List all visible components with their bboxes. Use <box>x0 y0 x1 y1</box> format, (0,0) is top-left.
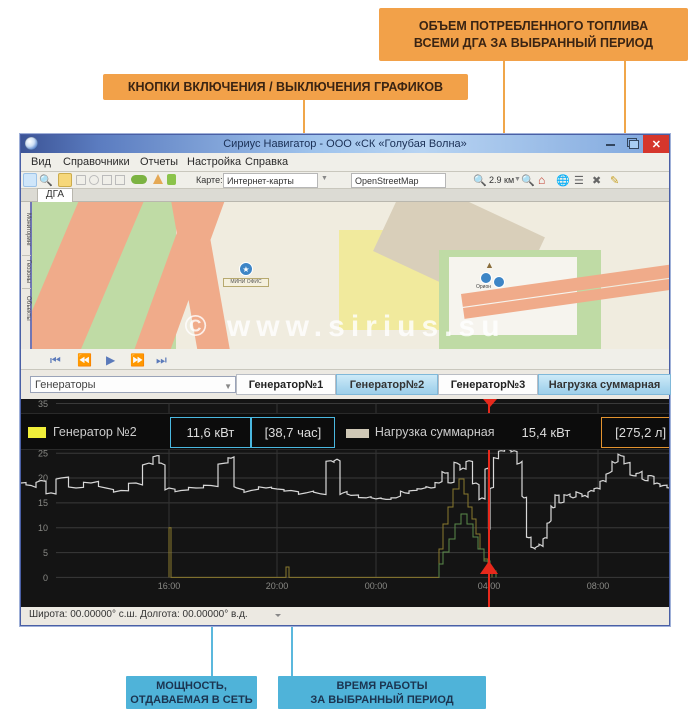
svg-text:00:00: 00:00 <box>365 581 388 591</box>
svg-text:15: 15 <box>38 498 48 508</box>
svg-text:20:00: 20:00 <box>266 581 289 591</box>
svg-text:16:00: 16:00 <box>158 581 181 591</box>
svg-text:0: 0 <box>43 573 48 583</box>
svg-text:5: 5 <box>43 548 48 558</box>
svg-text:35: 35 <box>38 399 48 409</box>
svg-text:10: 10 <box>38 523 48 533</box>
svg-text:25: 25 <box>38 449 48 459</box>
svg-text:08:00: 08:00 <box>587 581 610 591</box>
